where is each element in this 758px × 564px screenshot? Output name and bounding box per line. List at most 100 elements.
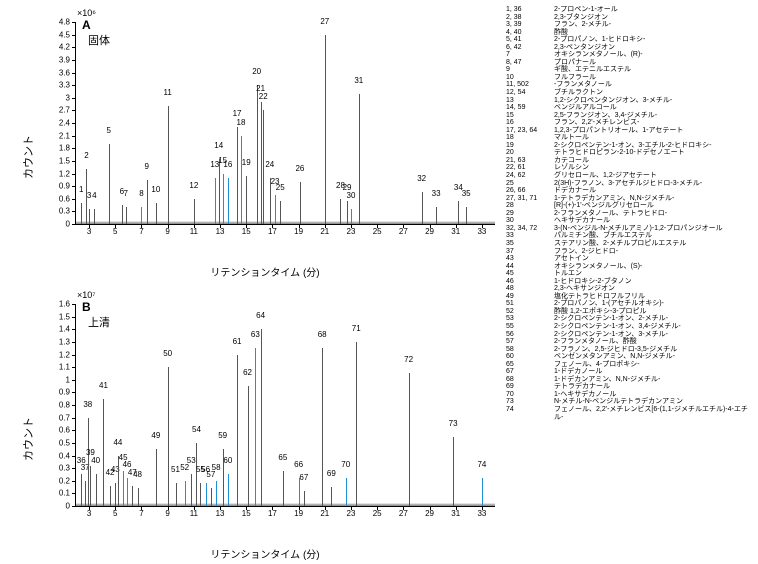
y-axis-label: カウント xyxy=(20,417,36,461)
peak-label: 62 xyxy=(243,369,252,377)
peak xyxy=(185,481,186,506)
peak xyxy=(96,474,97,506)
peak-label: 35 xyxy=(462,190,471,198)
peak xyxy=(156,203,157,224)
legend-name: テトラヒドロピラン-2-10-ドデセノエート xyxy=(554,149,754,157)
peak-label: 72 xyxy=(404,356,413,364)
legend-id: 68 xyxy=(506,376,554,384)
ytick-label: 4.2 xyxy=(59,43,76,52)
peak-label: 69 xyxy=(327,470,336,478)
legend-row: 60ベンゼンメタンアミン、N,N-ジメチル- xyxy=(506,353,754,361)
peak xyxy=(466,207,467,224)
peak-label: 10 xyxy=(151,186,160,194)
xtick-label: 3 xyxy=(87,224,91,236)
legend-id: 55 xyxy=(506,323,554,331)
legend-name: レゾルシン xyxy=(554,164,754,172)
peak xyxy=(115,483,116,506)
ytick-label: 4.8 xyxy=(59,18,76,27)
peak-label: 22 xyxy=(259,93,268,101)
ytick-label: 0.7 xyxy=(59,413,76,422)
peak xyxy=(123,471,124,506)
peak-label: 39 xyxy=(86,449,95,457)
legend-name: ステアリン酸、2-メチルプロピルエステル xyxy=(554,240,754,248)
peak-label: 40 xyxy=(91,457,100,465)
peak xyxy=(219,159,220,224)
peak-label: 51 xyxy=(171,466,180,474)
legend-id: 8, 47 xyxy=(506,59,554,67)
peak xyxy=(89,209,90,224)
legend-name: アセトイン xyxy=(554,255,754,263)
xtick-label: 9 xyxy=(165,506,169,518)
peak xyxy=(356,342,357,506)
peak-label: 1 xyxy=(79,186,83,194)
peak-label: 24 xyxy=(265,161,274,169)
peak-label: 41 xyxy=(99,382,108,390)
legend-row: 7オキシランメタノール、(R)- xyxy=(506,51,754,59)
legend-name: 1-ドデカノール xyxy=(554,368,754,376)
ytick-label: 3.6 xyxy=(59,68,76,77)
legend-row: 12, 54ブチルラクトン xyxy=(506,89,754,97)
ytick-label: 1.3 xyxy=(59,337,76,346)
legend-id: 3, 39 xyxy=(506,21,554,29)
xtick-label: 27 xyxy=(399,224,408,236)
peak-label: 8 xyxy=(139,190,143,198)
peak xyxy=(88,418,89,506)
legend-row: 14, 59ベンジルアルコール xyxy=(506,104,754,112)
peak xyxy=(191,474,192,506)
peak xyxy=(94,209,95,224)
legend-name: パルミチン酸、ブチルエステル xyxy=(554,232,754,240)
ytick-label: 1 xyxy=(66,375,76,384)
legend-row: 33パルミチン酸、ブチルエステル xyxy=(506,232,754,240)
peak xyxy=(138,488,139,506)
legend-name: トルエン xyxy=(554,270,754,278)
legend-name: [R]-(+)-1'-ベンジルグリセロール xyxy=(554,202,754,210)
legend-id: 9 xyxy=(506,66,554,74)
peak xyxy=(156,449,157,506)
peak xyxy=(255,348,256,506)
legend-row: 131,2-シクロペンタンジオン、3-メチル- xyxy=(506,97,754,105)
ytick-label: 1.2 xyxy=(59,350,76,359)
xtick-label: 29 xyxy=(425,224,434,236)
legend-id: 48 xyxy=(506,285,554,293)
legend-id: 67 xyxy=(506,368,554,376)
xtick-label: 5 xyxy=(113,506,117,518)
peak xyxy=(168,367,169,506)
legend-row: 30ヘキサデカナール xyxy=(506,217,754,225)
legend-row: 10フルフラール xyxy=(506,74,754,82)
legend-id: 6, 42 xyxy=(506,44,554,52)
legend-id: 56 xyxy=(506,331,554,339)
legend-id: 53 xyxy=(506,315,554,323)
legend-name: グリセロール、1,2-ジアセテート xyxy=(554,172,754,180)
legend-id: 5, 41 xyxy=(506,36,554,44)
legend-name: フラン、2-メチル- xyxy=(554,21,754,29)
peak xyxy=(132,486,133,506)
ytick-label: 0.9 xyxy=(59,182,76,191)
xtick-label: 7 xyxy=(139,506,143,518)
peak-label: 19 xyxy=(242,159,251,167)
peak xyxy=(261,329,262,506)
peak xyxy=(176,483,177,506)
peak-label: 71 xyxy=(352,325,361,333)
peak xyxy=(215,178,216,224)
xtick-label: 25 xyxy=(373,224,382,236)
xtick-label: 9 xyxy=(165,224,169,236)
peak xyxy=(81,474,82,506)
peak xyxy=(228,474,229,506)
legend-row: 69テトラデカナール xyxy=(506,383,754,391)
legend-row: 28[R]-(+)-1'-ベンジルグリセロール xyxy=(506,202,754,210)
peak-label: 33 xyxy=(432,190,441,198)
legend-id: 25 xyxy=(506,180,554,188)
legend-id: 10 xyxy=(506,74,554,82)
legend-name: 2-フランメタノール、酢酸 xyxy=(554,338,754,346)
legend-id: 19 xyxy=(506,142,554,150)
ytick-label: 0.3 xyxy=(59,464,76,473)
ytick-label: 0 xyxy=(66,502,76,511)
xtick-label: 25 xyxy=(373,506,382,518)
ytick-label: 0.6 xyxy=(59,194,76,203)
legend-name: 2-シクロペンテン-1-オン、2-メチル- xyxy=(554,315,754,323)
legend-name: 2-プロペン-1-オール xyxy=(554,6,754,14)
peak-label: 44 xyxy=(113,439,122,447)
peak xyxy=(248,386,249,506)
legend-id: 4, 40 xyxy=(506,29,554,37)
ytick-label: 2.4 xyxy=(59,119,76,128)
